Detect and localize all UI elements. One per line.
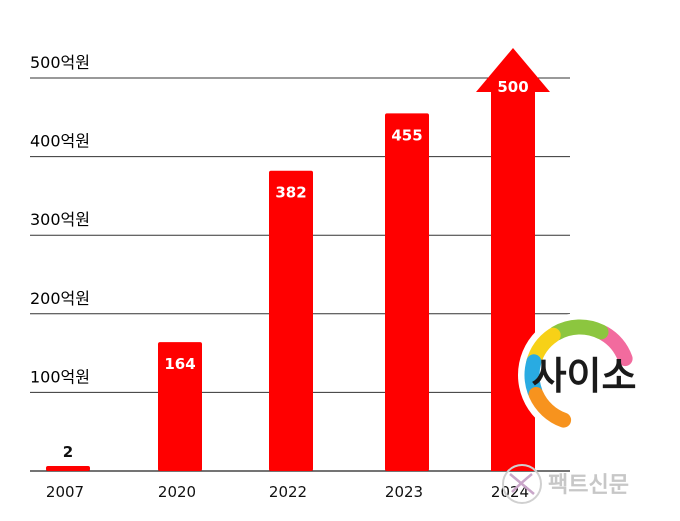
logo-text: 사이소: [532, 354, 637, 398]
bar-2023: [385, 113, 429, 472]
logo-arc-orange: [528, 387, 572, 428]
y-tick-label-400: 400억원: [30, 132, 90, 151]
bar-2007: [46, 466, 90, 471]
saiso-logo: 사이소: [518, 313, 642, 437]
watermark-swirl-icon: [509, 473, 535, 495]
bars: [46, 48, 550, 472]
y-tick-label-300: 300억원: [30, 210, 90, 229]
value-label-2022: 382: [275, 184, 306, 202]
y-tick-label-100: 100억원: [30, 367, 90, 386]
logo-arc-green: [548, 319, 609, 341]
value-label-2024: 500: [497, 78, 528, 96]
watermark-text: 팩트신문: [548, 473, 629, 498]
x-axis-labels: 2007 2020 2022 2023 2024: [46, 483, 529, 501]
value-labels: 2 164 382 455 500: [63, 78, 529, 461]
x-tick-label-2024: 2024: [491, 483, 529, 501]
x-tick-label-2020: 2020: [158, 483, 196, 501]
bar-2020: [158, 342, 202, 471]
watermark-circle-icon: [502, 464, 542, 504]
bar-2022: [269, 170, 313, 472]
watermark: 팩트신문: [502, 464, 629, 504]
x-tick-label-2022: 2022: [269, 483, 307, 501]
y-tick-label-200: 200억원: [30, 289, 90, 308]
value-label-2007: 2: [63, 443, 73, 461]
value-label-2020: 164: [164, 355, 195, 373]
x-tick-label-2023: 2023: [385, 483, 423, 501]
y-tick-label-500: 500억원: [30, 53, 90, 72]
x-tick-label-2007: 2007: [46, 483, 84, 501]
y-axis-labels: 100억원 200억원 300억원 400억원 500억원: [30, 53, 90, 386]
value-label-2023: 455: [391, 126, 422, 144]
